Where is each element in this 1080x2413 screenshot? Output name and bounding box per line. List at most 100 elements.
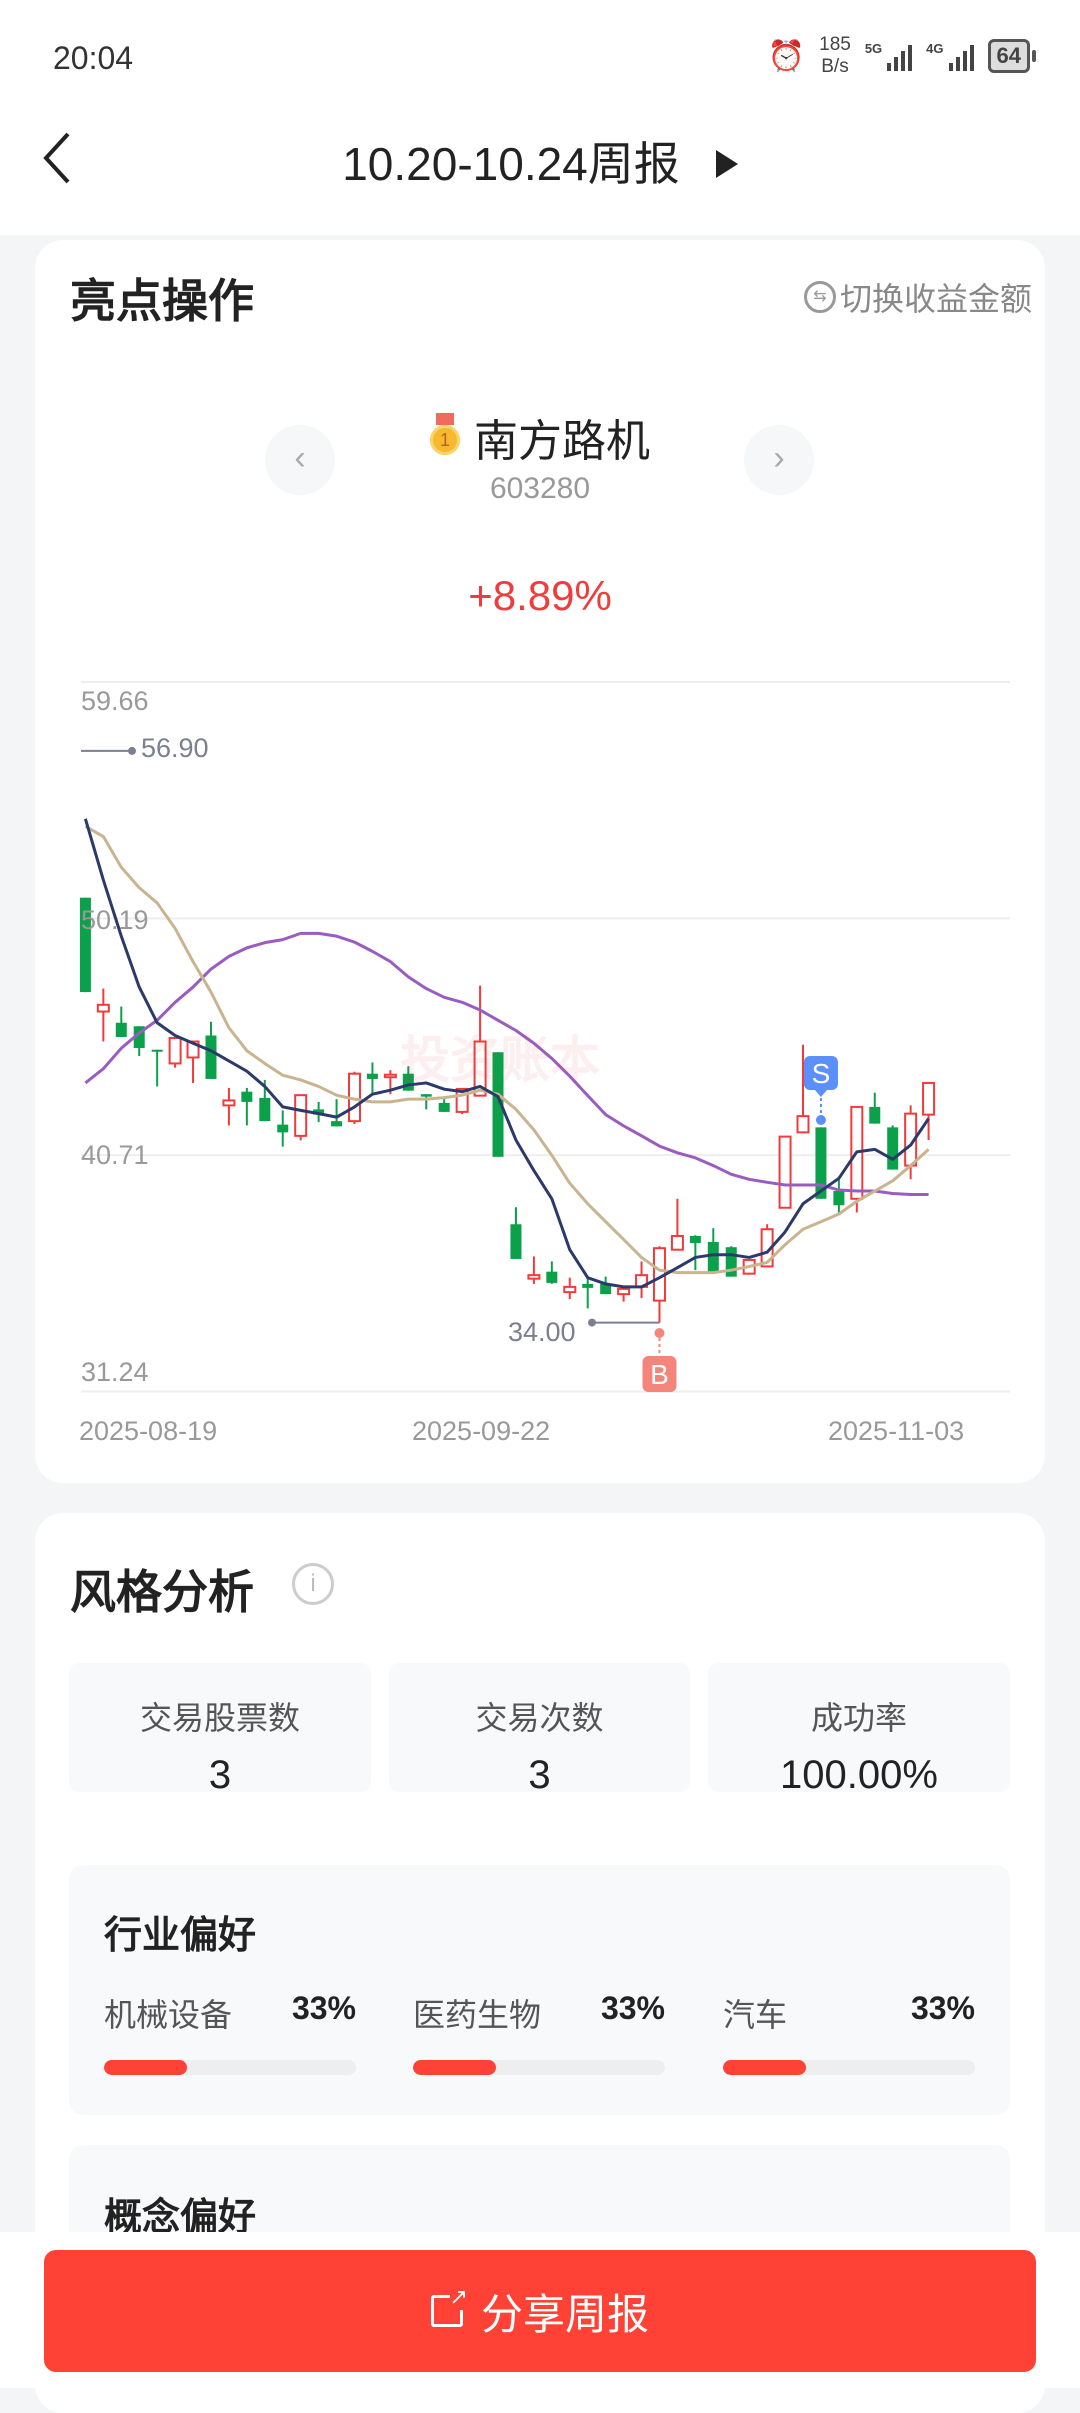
industry-item: 机械设备 33% — [104, 1990, 356, 2075]
industry-bar-fill — [413, 2060, 497, 2075]
candle-body — [205, 1035, 217, 1079]
status-time: 20:04 — [53, 40, 134, 76]
candle-body — [546, 1271, 558, 1283]
industry-name: 医药生物 — [413, 1997, 542, 2033]
battery-icon: 64 — [987, 39, 1037, 73]
candle-body — [796, 1115, 810, 1134]
info-icon[interactable]: i — [292, 1563, 334, 1605]
signal-icon: 5G — [864, 41, 913, 71]
candle-body — [331, 1121, 343, 1127]
industry-bar-fill — [723, 2060, 807, 2075]
candle-body — [922, 1081, 936, 1116]
top-bar — [0, 0, 1080, 235]
back-button[interactable] — [40, 128, 80, 188]
stat-label: 交易股票数 — [139, 1700, 300, 1736]
candle-body — [115, 1022, 127, 1037]
candle-body — [689, 1235, 701, 1243]
stat-value: 3 — [208, 1753, 232, 1797]
net-speed: 185 B/s — [819, 34, 851, 78]
stock-code: 603280 — [489, 472, 591, 505]
stock-name: 1 南方路机 — [0, 405, 1080, 469]
switch-amount-button[interactable]: ⇆ 切换收益金额 — [803, 274, 1032, 320]
switch-icon: ⇆ — [803, 281, 836, 313]
net-speed-unit: B/s — [821, 56, 849, 77]
candle-body — [833, 1191, 845, 1206]
chevron-left-icon: ‹ — [294, 439, 306, 477]
candle-body — [420, 1094, 432, 1097]
candle-body — [725, 1247, 737, 1277]
candle-body — [670, 1234, 684, 1251]
max-price-label: 56.90 — [141, 733, 209, 763]
candle-body — [168, 1036, 182, 1065]
candle-body — [222, 1099, 236, 1107]
candle-body — [438, 1102, 450, 1112]
stat-value: 3 — [528, 1753, 551, 1797]
candle-body — [259, 1097, 271, 1122]
sim1-label: 5G — [864, 41, 883, 56]
candle-body — [96, 1003, 110, 1013]
x-tick-label: 2025-09-22 — [412, 1416, 551, 1446]
share-icon — [430, 2284, 468, 2327]
candle-body — [402, 1073, 414, 1091]
page-title: 10.20-10.24周报 — [0, 128, 1080, 194]
stock-name-text: 南方路机 — [474, 417, 650, 466]
stat-value: 100.00% — [780, 1753, 938, 1797]
buy-marker-label: B — [650, 1359, 669, 1390]
candle-body — [563, 1285, 577, 1294]
candle-body — [582, 1283, 594, 1288]
sell-marker-label: S — [812, 1058, 831, 1089]
status-icons: ⏰ 185 B/s 5G 4G 64 — [768, 34, 1037, 78]
candle-body — [455, 1087, 469, 1113]
candle-body — [473, 1040, 487, 1097]
candle-body — [617, 1287, 631, 1296]
candle-body — [527, 1274, 541, 1280]
ma-short-line — [83, 818, 930, 1289]
next-stock-button[interactable]: › — [744, 425, 814, 495]
prev-stock-button[interactable]: ‹ — [265, 425, 335, 495]
industry-bar — [413, 2060, 665, 2075]
buy-marker-dot — [654, 1328, 665, 1338]
medal-icon: 1 — [430, 413, 460, 456]
signal-icon: 4G — [926, 41, 974, 71]
stat-label: 交易次数 — [475, 1700, 604, 1736]
play-icon[interactable] — [715, 149, 738, 178]
y-tick-label: 59.66 — [81, 686, 149, 716]
x-tick-label: 2025-11-03 — [828, 1416, 965, 1446]
candle-body — [79, 897, 91, 993]
industry-item: 汽车 33% — [723, 1990, 975, 2075]
stat-trade-count: 交易次数 3 — [389, 1663, 690, 1797]
sell-marker-dot — [815, 1115, 826, 1125]
y-tick-label: 31.24 — [81, 1357, 149, 1387]
industry-title: 行业偏好 — [104, 1915, 257, 1957]
candle-body — [869, 1106, 881, 1124]
candle-body — [294, 1094, 308, 1137]
chevron-left-icon — [43, 132, 70, 184]
industry-percent: 33% — [291, 1990, 356, 2026]
title-text: 10.20-10.24周报 — [342, 138, 680, 190]
share-report-button[interactable]: 分享周报 — [44, 2250, 1036, 2372]
industry-name: 汽车 — [723, 1997, 788, 2033]
industry-percent: 33% — [600, 1990, 665, 2026]
return-percent: +8.89% — [468, 572, 612, 619]
stat-label: 成功率 — [810, 1700, 907, 1736]
ma-long-line — [84, 931, 929, 1197]
candle-body — [707, 1241, 719, 1272]
industry-bar-fill — [104, 2060, 188, 2075]
y-tick-label: 50.19 — [81, 905, 149, 935]
industry-name: 机械设备 — [104, 1997, 233, 2033]
sim2-label: 4G — [926, 41, 944, 56]
candle-body — [151, 1049, 163, 1052]
candle-body — [887, 1127, 899, 1170]
industry-bar — [104, 2060, 356, 2075]
candle-body — [366, 1073, 378, 1079]
candle-body — [383, 1073, 397, 1079]
share-label: 分享周报 — [480, 2290, 649, 2338]
industry-bar — [723, 2060, 975, 2075]
kline-chart[interactable]: BS — [0, 0, 1080, 1460]
candle-body — [600, 1283, 612, 1295]
candle-body — [510, 1224, 522, 1259]
industry-item: 医药生物 33% — [413, 1990, 665, 2075]
style-title: 风格分析 — [70, 1566, 254, 1618]
sell-marker-badge — [803, 1056, 838, 1090]
stat-stock-count: 交易股票数 3 — [69, 1663, 371, 1797]
